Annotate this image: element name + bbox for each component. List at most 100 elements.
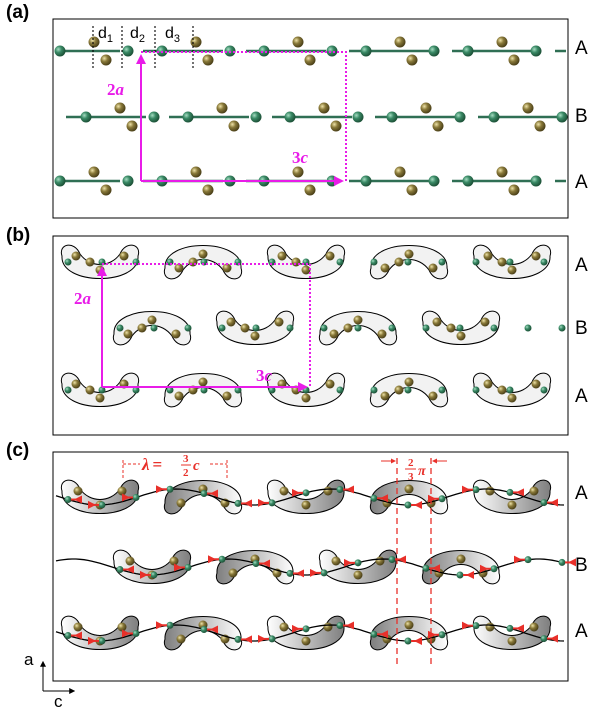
green-atom — [524, 556, 532, 564]
vector-3c-label: 3c — [256, 366, 273, 385]
crescent-outline — [112, 549, 192, 584]
gold-atom — [394, 166, 406, 178]
green-atom — [336, 621, 344, 629]
gold-atom — [71, 379, 81, 389]
gold-atom — [95, 265, 105, 275]
gold-atom — [394, 385, 404, 395]
gold-atom — [496, 36, 508, 48]
gold-atom — [343, 323, 353, 333]
green-atom — [132, 493, 140, 501]
green-atom — [556, 111, 568, 123]
crescent-outline — [318, 311, 398, 346]
crescent-outline — [472, 372, 552, 407]
axis-a-label: a — [24, 650, 34, 669]
crescent-outline — [266, 372, 346, 407]
green-atom — [454, 111, 466, 123]
gold-atom — [406, 54, 418, 66]
gold-atom — [100, 54, 112, 66]
gold-atom — [508, 54, 520, 66]
gold-atom — [301, 265, 311, 275]
green-atom — [404, 258, 412, 266]
green-atom — [530, 45, 542, 57]
crescent-outline — [421, 310, 501, 345]
gold-atom — [222, 391, 232, 401]
green-atom — [370, 494, 378, 502]
row-label-a-top: A — [575, 255, 588, 276]
green-atom — [370, 630, 378, 638]
gold-atom — [380, 263, 390, 273]
green-atom — [360, 175, 372, 187]
green-atom — [540, 499, 548, 507]
panel-b-atoms — [60, 244, 566, 408]
crescent-outline — [472, 479, 552, 514]
green-atom — [326, 45, 338, 57]
green-atom — [218, 324, 226, 332]
gold-atom — [432, 317, 442, 327]
crescent-outline — [60, 244, 140, 279]
gold-atom — [292, 166, 304, 178]
green-atom — [98, 501, 106, 509]
green-atom — [200, 626, 208, 634]
green-atom — [286, 324, 294, 332]
gold-atom — [456, 554, 466, 564]
green-atom — [506, 386, 514, 394]
green-atom — [252, 560, 260, 568]
gold-atom — [522, 102, 534, 114]
gold-atom — [73, 622, 83, 632]
gold-atom — [456, 331, 466, 341]
panel-a-atoms — [54, 36, 568, 196]
gold-atom — [394, 36, 406, 48]
green-atom — [354, 559, 362, 567]
green-atom — [132, 386, 140, 394]
gold-atom — [497, 257, 507, 267]
gold-atom — [240, 323, 250, 333]
green-atom — [250, 111, 262, 123]
green-atom — [456, 571, 464, 579]
gold-atom — [318, 102, 330, 114]
gold-atom — [531, 379, 541, 389]
gold-atom — [174, 391, 184, 401]
gold-atom — [420, 102, 432, 114]
gold-atom — [123, 329, 133, 339]
crescent-outline — [266, 479, 346, 514]
vector-2a-label: 2a — [107, 80, 125, 99]
green-atom — [506, 624, 514, 632]
panel-c-frame — [52, 451, 569, 682]
gold-atom — [85, 257, 95, 267]
axes-indicator — [40, 660, 76, 694]
green-atom — [302, 489, 310, 497]
wavelength-marker — [122, 460, 228, 480]
crescent-outline — [318, 549, 398, 584]
green-atom — [98, 386, 106, 394]
green-atom — [438, 258, 446, 266]
gold-atom — [228, 568, 238, 578]
green-atom — [388, 324, 396, 332]
green-atom — [284, 111, 296, 123]
green-atom — [302, 625, 310, 633]
green-atom — [462, 175, 474, 187]
green-atom — [252, 324, 260, 332]
gold-atom — [508, 184, 520, 196]
row-label-a-bottom: A — [575, 621, 588, 642]
green-atom — [370, 258, 378, 266]
crescent-outline — [163, 245, 243, 280]
green-atom — [234, 635, 242, 643]
gold-atom — [483, 251, 493, 261]
gold-atom — [190, 166, 202, 178]
gold-atom — [428, 263, 438, 273]
green-atom — [200, 490, 208, 498]
row-label-b-mid: B — [575, 106, 588, 127]
row-label-a-bottom: A — [575, 172, 588, 193]
gold-atom — [88, 166, 100, 178]
panel-b-frame — [52, 235, 569, 436]
gold-atom — [330, 120, 342, 132]
gold-atom — [534, 120, 546, 132]
gold-atom — [404, 249, 414, 259]
green-atom — [122, 175, 134, 187]
green-atom — [438, 631, 446, 639]
green-atom — [184, 324, 192, 332]
crescent-outline — [163, 373, 243, 408]
green-atom — [320, 324, 328, 332]
gold-atom — [404, 620, 414, 630]
green-atom — [54, 45, 66, 57]
